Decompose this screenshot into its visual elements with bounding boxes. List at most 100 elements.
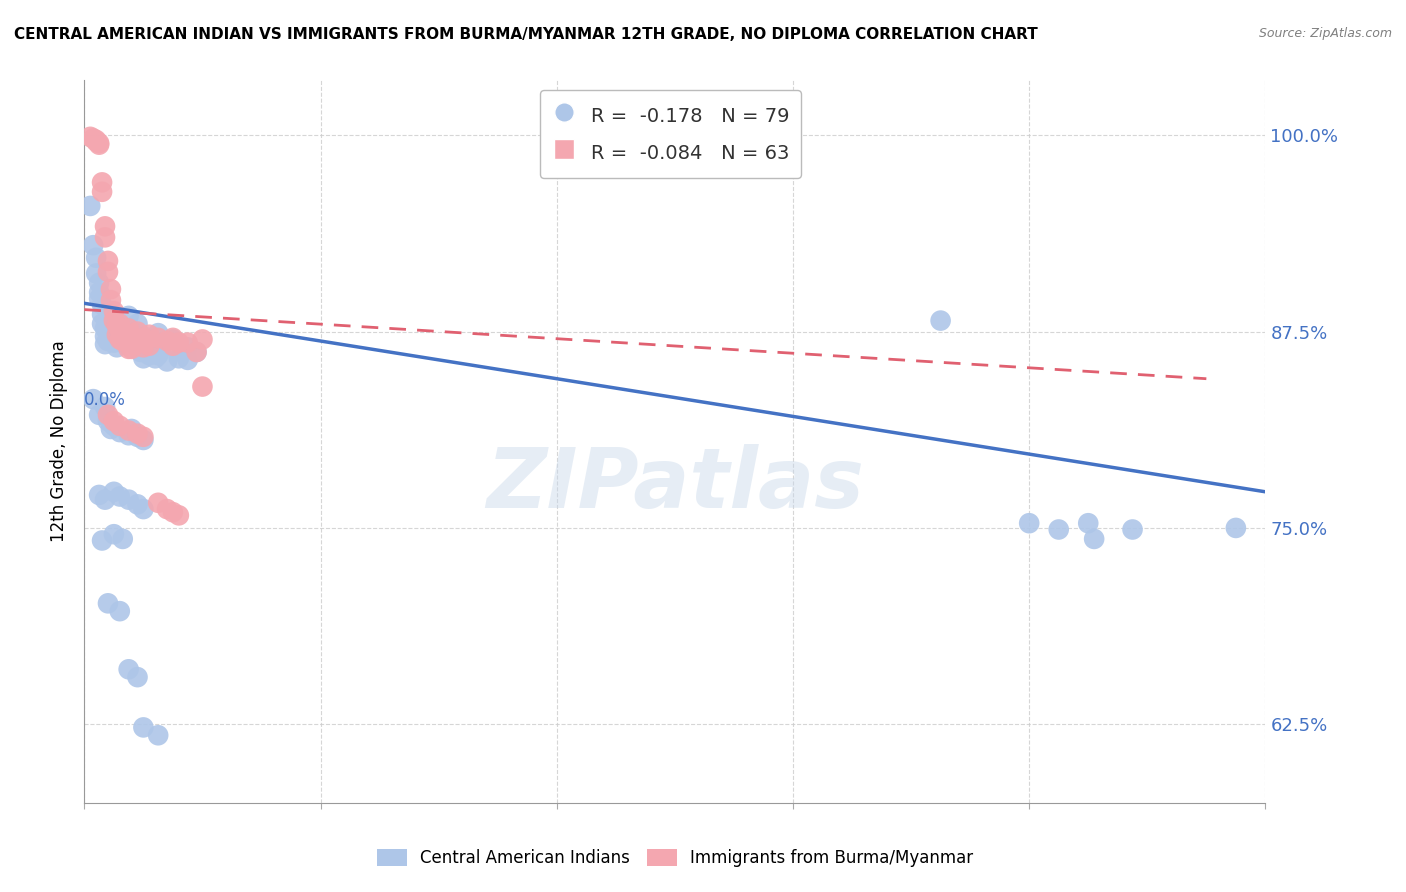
Point <box>108 490 131 504</box>
Point <box>156 502 179 516</box>
Point <box>186 345 208 359</box>
Text: CENTRAL AMERICAN INDIAN VS IMMIGRANTS FROM BURMA/MYANMAR 12TH GRADE, NO DIPLOMA : CENTRAL AMERICAN INDIAN VS IMMIGRANTS FR… <box>14 27 1038 42</box>
Point <box>132 340 155 354</box>
Point <box>118 331 141 345</box>
Point <box>132 351 155 366</box>
Point <box>82 238 104 252</box>
Point <box>167 508 190 523</box>
Point <box>132 720 155 734</box>
Point <box>108 317 131 331</box>
Point <box>127 670 149 684</box>
Point <box>82 392 104 406</box>
Point <box>84 251 107 265</box>
Point <box>127 340 149 354</box>
Point <box>97 253 120 268</box>
Point <box>94 321 117 335</box>
Point <box>1018 516 1040 531</box>
Point <box>108 333 131 347</box>
Point <box>121 342 143 356</box>
Point <box>156 334 179 348</box>
Text: 0.0%: 0.0% <box>84 391 127 409</box>
Point <box>103 527 125 541</box>
Point <box>105 340 128 354</box>
Point <box>100 333 122 347</box>
Point <box>97 334 120 348</box>
Point <box>94 337 117 351</box>
Point <box>91 298 114 312</box>
Point <box>929 313 952 327</box>
Point <box>121 422 143 436</box>
Point <box>87 285 111 300</box>
Point <box>103 304 125 318</box>
Point <box>94 400 117 414</box>
Point <box>132 430 155 444</box>
Point <box>84 267 107 281</box>
Point <box>129 345 152 359</box>
Point <box>156 354 179 368</box>
Point <box>118 321 141 335</box>
Point <box>91 533 114 548</box>
Point <box>111 323 134 337</box>
Point <box>118 492 141 507</box>
Legend: Central American Indians, Immigrants from Burma/Myanmar: Central American Indians, Immigrants fro… <box>377 848 973 867</box>
Point <box>87 137 111 152</box>
Point <box>114 326 136 340</box>
Point <box>143 351 166 366</box>
Point <box>94 230 117 244</box>
Point <box>103 414 125 428</box>
Point <box>87 408 111 422</box>
Point <box>127 317 149 331</box>
Point <box>186 345 208 359</box>
Point <box>170 345 193 359</box>
Point <box>84 133 107 147</box>
Point <box>108 604 131 618</box>
Point <box>87 136 111 150</box>
Point <box>127 426 149 441</box>
Text: Source: ZipAtlas.com: Source: ZipAtlas.com <box>1258 27 1392 40</box>
Point <box>1122 523 1144 537</box>
Point <box>103 484 125 499</box>
Point <box>79 129 101 144</box>
Point <box>97 408 120 422</box>
Point <box>148 326 170 340</box>
Point <box>105 318 128 333</box>
Point <box>103 335 125 350</box>
Point <box>132 329 155 343</box>
Point <box>105 327 128 342</box>
Point <box>138 333 160 347</box>
Point <box>148 331 170 345</box>
Point <box>162 331 184 345</box>
Point <box>108 319 131 334</box>
Point <box>111 334 134 348</box>
Point <box>132 433 155 447</box>
Point <box>177 335 200 350</box>
Point <box>162 339 184 353</box>
Point <box>97 414 120 428</box>
Point <box>138 348 160 362</box>
Point <box>111 335 134 350</box>
Point <box>108 418 131 433</box>
Point <box>127 497 149 511</box>
Point <box>97 325 120 339</box>
Point <box>105 327 128 342</box>
Point <box>124 331 146 345</box>
Point <box>94 219 117 234</box>
Point <box>94 492 117 507</box>
Point <box>94 329 117 343</box>
Point <box>132 331 155 345</box>
Point <box>141 339 163 353</box>
Point <box>138 339 160 353</box>
Point <box>127 430 149 444</box>
Point <box>108 333 131 347</box>
Point <box>108 425 131 439</box>
Point <box>91 185 114 199</box>
Point <box>111 532 134 546</box>
Point <box>87 276 111 290</box>
Y-axis label: 12th Grade, No Diploma: 12th Grade, No Diploma <box>49 341 67 542</box>
Point <box>108 323 131 337</box>
Point <box>148 348 170 362</box>
Point <box>191 379 214 393</box>
Point <box>97 265 120 279</box>
Point <box>132 502 155 516</box>
Point <box>100 310 122 325</box>
